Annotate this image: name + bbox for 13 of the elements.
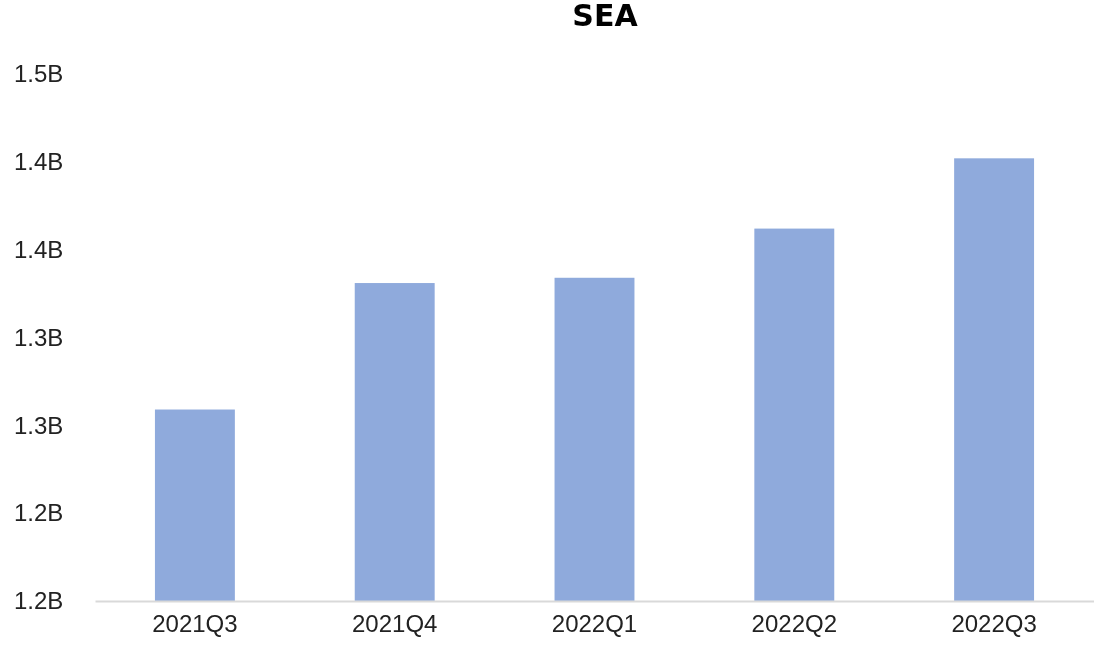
chart-title: SEA	[572, 0, 639, 33]
x-tick-label: 2021Q3	[152, 610, 238, 638]
x-tick-label: 2021Q4	[352, 610, 438, 638]
y-tick-label: 1.4B	[14, 148, 64, 176]
x-tick-label: 2022Q3	[951, 610, 1037, 638]
y-tick-label: 1.4B	[14, 235, 64, 263]
y-tick-label: 1.5B	[14, 60, 64, 88]
y-tick-label: 1.3B	[14, 323, 64, 351]
x-tick-label: 2022Q2	[751, 610, 837, 638]
x-tick-label: 2022Q1	[551, 610, 638, 638]
y-tick-label: 1.3B	[14, 411, 64, 439]
y-tick-label: 1.2B	[14, 587, 64, 615]
y-tick-label: 1.2B	[14, 499, 64, 527]
